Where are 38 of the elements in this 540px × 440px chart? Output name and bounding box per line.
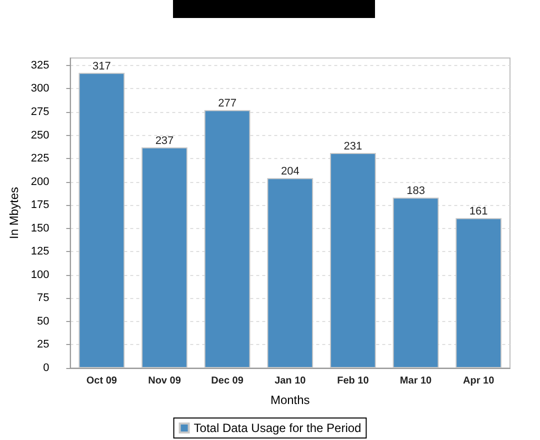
data-label: 204 bbox=[280, 166, 300, 178]
bar bbox=[267, 178, 314, 368]
x-tick-label: Apr 10 bbox=[463, 376, 495, 386]
y-tick-label: 125 bbox=[30, 246, 50, 258]
data-label: 317 bbox=[92, 60, 111, 72]
x-tick-label: Feb 10 bbox=[337, 376, 370, 386]
data-label: 277 bbox=[218, 98, 236, 110]
data-label: 231 bbox=[344, 140, 362, 152]
y-tick-label: 275 bbox=[30, 106, 50, 118]
y-axis-title: In Mbytes bbox=[7, 186, 21, 240]
data-label: 237 bbox=[155, 134, 174, 147]
bar bbox=[78, 72, 125, 368]
x-tick-label: Mar 10 bbox=[400, 376, 432, 386]
x-tick-label: Dec 09 bbox=[211, 376, 244, 386]
y-tick-label: 50 bbox=[37, 315, 50, 328]
y-tick-label: 25 bbox=[37, 338, 50, 351]
data-label: 183 bbox=[406, 185, 425, 198]
y-tick-label: 300 bbox=[30, 82, 50, 95]
y-tick-label: 200 bbox=[30, 176, 50, 188]
bar bbox=[204, 110, 250, 368]
y-tick-label: 175 bbox=[30, 199, 50, 212]
x-axis-title: Months bbox=[270, 393, 310, 407]
y-tick-label: 225 bbox=[30, 152, 50, 165]
bar bbox=[456, 218, 502, 368]
x-tick-label: Jan 10 bbox=[274, 376, 306, 386]
y-tick-label: 0 bbox=[43, 362, 50, 374]
bar bbox=[330, 152, 376, 368]
y-tick-label: 150 bbox=[30, 222, 50, 234]
bar bbox=[142, 147, 188, 368]
x-tick-label: Nov 09 bbox=[148, 376, 182, 386]
y-tick-label: 325 bbox=[30, 59, 50, 72]
data-label: 161 bbox=[469, 206, 488, 218]
y-tick-label: 250 bbox=[30, 129, 50, 142]
x-tick-label: Oct 09 bbox=[86, 376, 118, 386]
y-tick-label: 100 bbox=[30, 268, 50, 281]
bar bbox=[392, 198, 439, 368]
y-tick-label: 75 bbox=[37, 292, 50, 304]
legend-label: Total Data Usage for the Period bbox=[194, 421, 362, 435]
